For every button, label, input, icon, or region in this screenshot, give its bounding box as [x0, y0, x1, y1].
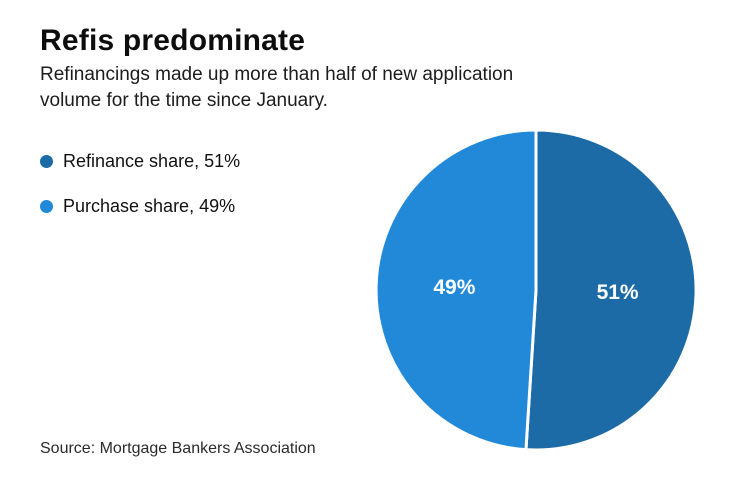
- legend: Refinance share, 51% Purchase share, 49%: [40, 150, 240, 240]
- pie-slice-label-purchase-share: 49%: [433, 276, 475, 299]
- chart-subtitle: Refinancings made up more than half of n…: [40, 62, 513, 114]
- pie-slice-label-refinance-share: 51%: [597, 281, 639, 304]
- pie-slice-refinance-share: [524, 128, 698, 452]
- legend-item-refinance: Refinance share, 51%: [40, 150, 240, 172]
- chart-title: Refis predominate: [40, 24, 306, 57]
- legend-swatch-refinance-icon: [40, 154, 53, 168]
- legend-item-purchase: Purchase share, 49%: [40, 195, 240, 217]
- legend-label-refinance: Refinance share, 51%: [63, 150, 241, 171]
- legend-swatch-purchase-icon: [40, 199, 53, 213]
- chart-subtitle-line-1: Refinancings made up more than half of n…: [40, 64, 514, 85]
- chart-subtitle-line-2: volume for the time since January.: [40, 90, 328, 111]
- source-attribution: Source: Mortgage Bankers Association: [40, 440, 316, 457]
- legend-label-purchase: Purchase share, 49%: [63, 195, 236, 216]
- pie-slice-purchase-share: [374, 128, 538, 452]
